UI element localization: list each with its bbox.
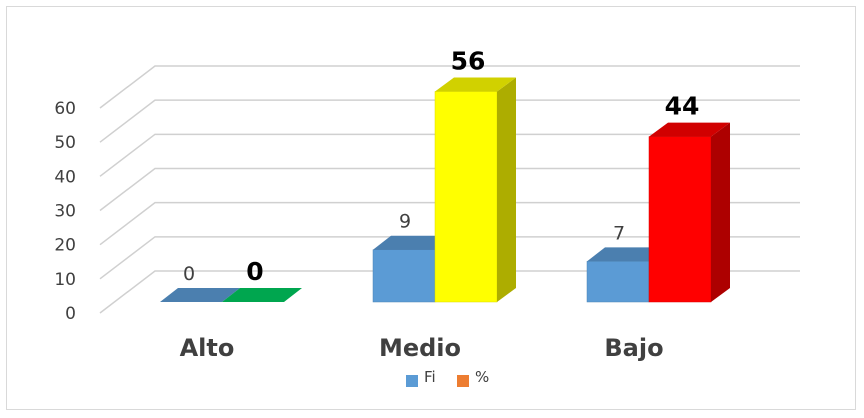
y-tick-label: 20 [54, 236, 76, 256]
bar-fi-top [373, 235, 453, 250]
y-tick-label: 50 [54, 133, 76, 153]
y-tick-label: 0 [65, 304, 76, 324]
legend-swatch-pct [457, 375, 469, 387]
bar-fi [160, 288, 240, 302]
bar-pct [222, 288, 302, 302]
gridline [99, 65, 800, 109]
y-tick-label: 10 [54, 270, 76, 290]
data-label-fi: 7 [613, 222, 625, 244]
x-category-label: Medio [379, 334, 461, 362]
bar-pct-front [648, 136, 712, 303]
gridline [99, 133, 800, 177]
gridline [99, 99, 800, 143]
legend-swatch-fi [406, 375, 418, 387]
data-label-fi: 0 [183, 263, 195, 285]
bar-pct-front [434, 91, 498, 303]
bar-pct-top [649, 122, 730, 137]
bar-pct-top [435, 77, 516, 92]
gridline [99, 201, 800, 246]
data-label-pct: 44 [665, 92, 700, 121]
data-label-pct: 0 [246, 257, 263, 286]
gridline [99, 236, 800, 280]
chart-frame [6, 6, 856, 410]
bar-fi-front [372, 249, 436, 303]
data-label-fi: 9 [399, 211, 411, 233]
gridline [99, 167, 800, 212]
y-tick-label: 60 [54, 99, 76, 119]
bar-fi-top [587, 247, 667, 262]
gridline [99, 270, 800, 314]
bar-pct-side [711, 122, 730, 302]
data-label-pct: 56 [451, 47, 486, 76]
bar-pct-side [497, 77, 516, 303]
x-category-label: Bajo [604, 334, 663, 362]
y-tick-label: 40 [54, 167, 76, 187]
y-tick-label: 30 [54, 202, 76, 222]
legend-label-fi: Fi [424, 368, 436, 386]
bar-fi-front [586, 261, 650, 303]
legend-label-pct: % [475, 368, 489, 386]
x-category-label: Alto [180, 334, 235, 362]
